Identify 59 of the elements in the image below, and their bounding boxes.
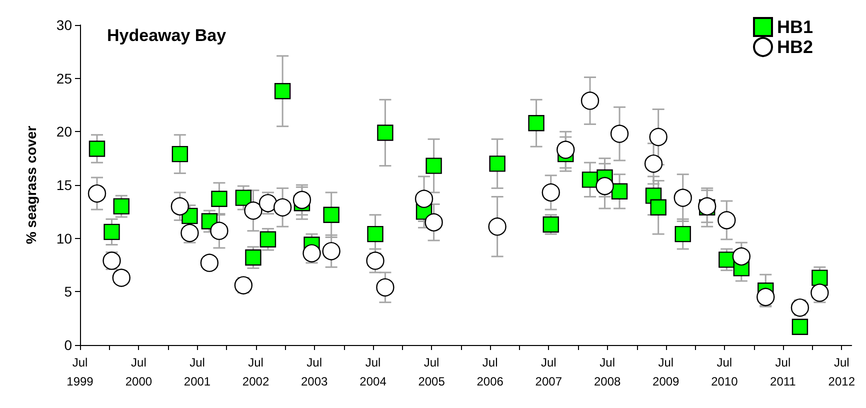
point [172,146,188,162]
x-tick-label: Jul 2002 [242,356,270,388]
point [170,197,190,216]
y-tick-label: 10 [56,230,72,246]
point [650,199,666,216]
x-tick-label: Jul 2003 [300,356,328,388]
point [292,190,312,210]
x-tick-label: Jul 2004 [360,356,387,388]
point [377,124,394,141]
y-tick-label: 30 [56,17,72,33]
point [489,156,506,172]
point [211,190,228,207]
point [556,140,575,159]
point [367,226,384,242]
x-tick-label: Jul 1999 [66,356,94,388]
x-tick-label: Jul 2011 [770,356,796,388]
point [235,190,252,206]
point [810,284,829,302]
y-tick-label: 25 [56,70,72,86]
point [644,154,663,173]
chart-title: Hydeaway Bay [107,26,227,45]
y-axis-title: % seagrass cover [23,125,39,244]
point [200,254,219,272]
legend-label: HB2 [776,37,814,57]
point [792,318,808,335]
x-tick-label: Jul 2007 [535,356,562,388]
point [260,231,276,248]
point [732,247,751,266]
point [426,158,442,174]
x-tick-label: Jul 2001 [184,356,211,388]
point [323,206,340,223]
x-tick-label: Jul 2000 [125,356,152,388]
point [414,190,434,208]
y-tick-label: 0 [64,337,72,353]
legend-label: HB1 [776,17,814,37]
point [274,83,291,100]
x-tick-label: Jul 2005 [418,356,446,388]
point [424,213,443,232]
point [302,244,321,262]
x-tick-label: Jul 2010 [711,356,738,388]
point [104,224,120,240]
y-tick-label: 20 [56,124,72,140]
x-tick-label: Jul 2006 [476,356,504,388]
point [812,270,828,286]
point [210,222,228,240]
y-tick-label: 5 [64,284,72,300]
point [611,183,628,200]
x-tick-label: Jul 2008 [594,356,622,388]
y-tick-label: 15 [56,177,72,193]
x-tick-label: Jul 2012 [828,356,856,388]
point [718,252,735,268]
point [528,115,544,132]
point [245,249,262,266]
point [756,288,775,306]
point [113,198,130,214]
point [674,226,691,242]
point [582,172,598,188]
point [88,140,106,157]
x-tick-label: Jul 2009 [652,356,680,388]
